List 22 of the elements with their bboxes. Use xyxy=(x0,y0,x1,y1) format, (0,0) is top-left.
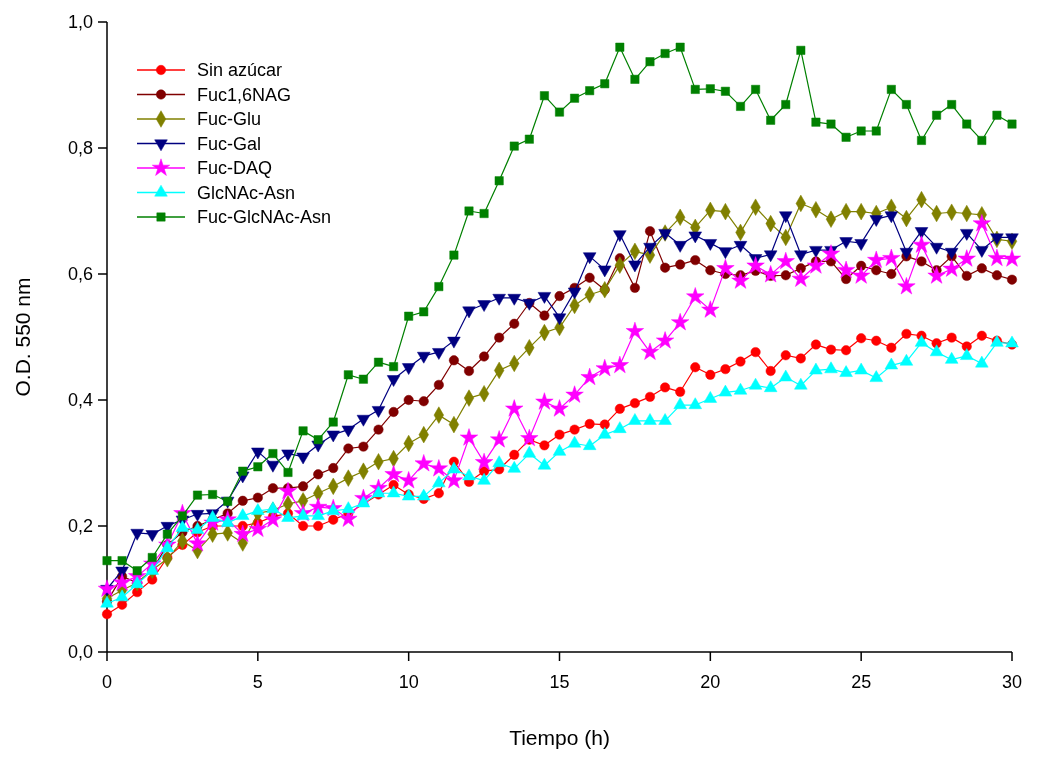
legend-label: Sin azúcar xyxy=(197,60,283,81)
x-tick-label: 25 xyxy=(851,672,872,692)
y-tick-label: 0,0 xyxy=(67,642,93,663)
legend-label: Fuc1,6NAG xyxy=(197,84,292,105)
y-axis-title: O.D. 550 nm xyxy=(11,277,34,397)
legend-label: Fuc-GlcNAc-Asn xyxy=(197,207,332,228)
x-tick-label: 30 xyxy=(1001,672,1023,692)
y-tick-label: 1,0 xyxy=(67,12,93,33)
x-axis-title: Tiempo (h) xyxy=(509,726,610,749)
x-tick-label: 10 xyxy=(398,672,419,692)
legend-label: Fuc-DAQ xyxy=(197,158,273,179)
y-tick-label: 0,8 xyxy=(67,138,93,159)
y-tick-label: 0,6 xyxy=(67,264,93,285)
y-tick-label: 0,2 xyxy=(67,516,93,537)
legend-label: Fuc-Gal xyxy=(197,133,262,154)
legend-label: Fuc-Glu xyxy=(197,109,262,130)
x-tick-label: 0 xyxy=(101,672,113,692)
x-tick-label: 5 xyxy=(252,672,263,692)
legend-label: GlcNAc-Asn xyxy=(197,182,296,203)
x-tick-label: 15 xyxy=(549,672,570,692)
y-tick-label: 0,4 xyxy=(67,390,93,411)
x-tick-label: 20 xyxy=(700,672,721,692)
